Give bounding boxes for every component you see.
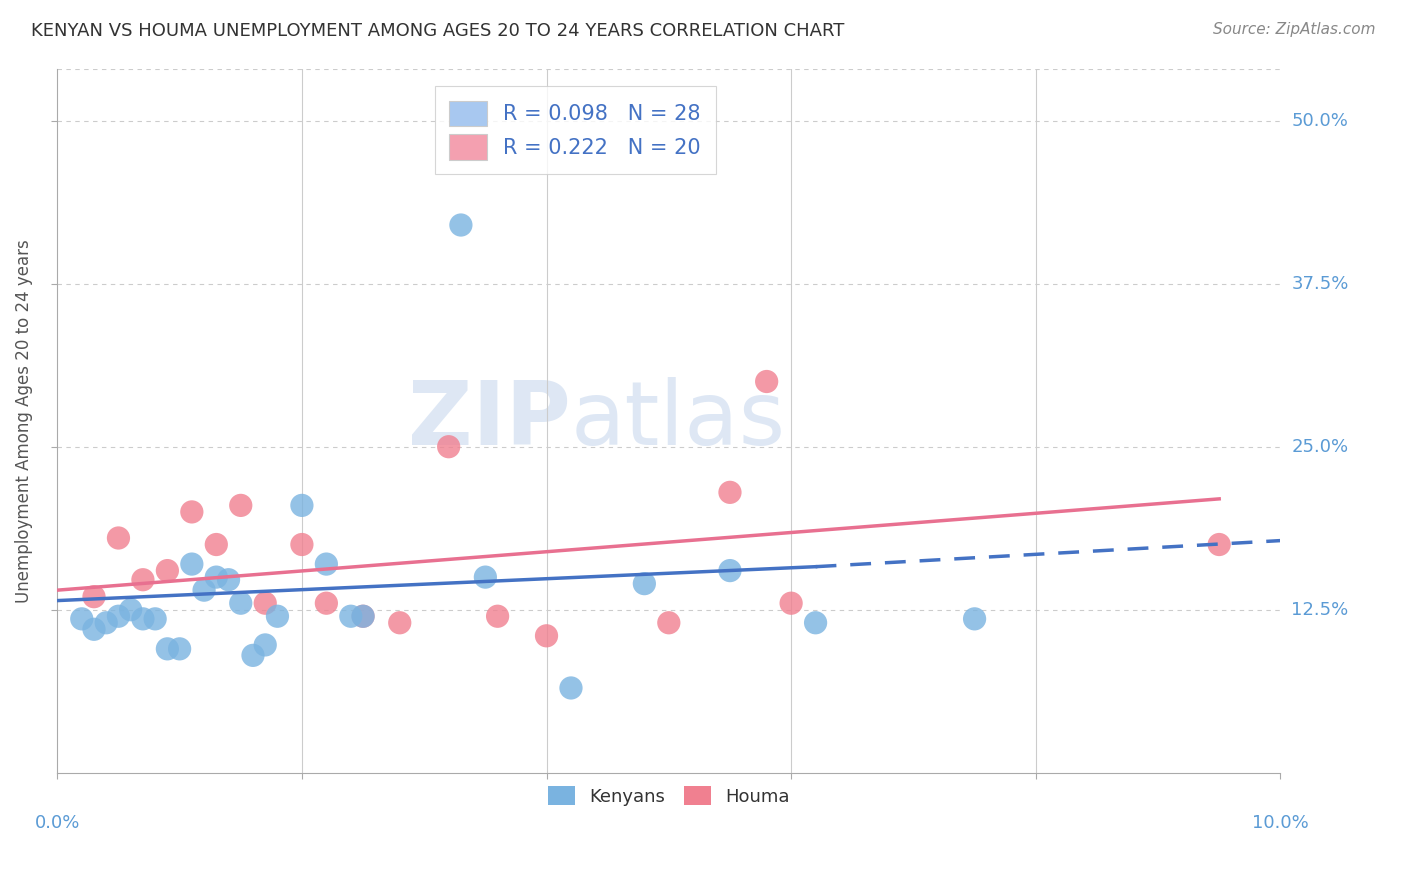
- Point: [536, 629, 558, 643]
- Text: 12.5%: 12.5%: [1292, 600, 1348, 619]
- Point: [266, 609, 288, 624]
- Point: [315, 596, 337, 610]
- Point: [658, 615, 681, 630]
- Point: [780, 596, 803, 610]
- Point: [143, 612, 166, 626]
- Point: [315, 557, 337, 571]
- Point: [83, 590, 105, 604]
- Legend: Kenyans, Houma: Kenyans, Houma: [541, 780, 797, 813]
- Point: [450, 218, 472, 232]
- Point: [107, 609, 129, 624]
- Y-axis label: Unemployment Among Ages 20 to 24 years: Unemployment Among Ages 20 to 24 years: [15, 239, 32, 602]
- Point: [132, 573, 155, 587]
- Text: Source: ZipAtlas.com: Source: ZipAtlas.com: [1212, 22, 1375, 37]
- Point: [718, 485, 741, 500]
- Point: [633, 576, 655, 591]
- Point: [83, 622, 105, 636]
- Point: [755, 375, 778, 389]
- Point: [193, 583, 215, 598]
- Point: [963, 612, 986, 626]
- Point: [205, 537, 228, 551]
- Point: [156, 564, 179, 578]
- Point: [205, 570, 228, 584]
- Point: [169, 641, 191, 656]
- Point: [70, 612, 93, 626]
- Point: [1208, 537, 1230, 551]
- Text: 25.0%: 25.0%: [1292, 438, 1348, 456]
- Point: [437, 440, 460, 454]
- Point: [486, 609, 509, 624]
- Text: 50.0%: 50.0%: [1292, 112, 1348, 129]
- Text: KENYAN VS HOUMA UNEMPLOYMENT AMONG AGES 20 TO 24 YEARS CORRELATION CHART: KENYAN VS HOUMA UNEMPLOYMENT AMONG AGES …: [31, 22, 845, 40]
- Point: [340, 609, 363, 624]
- Text: ZIP: ZIP: [408, 377, 571, 464]
- Point: [180, 505, 202, 519]
- Point: [229, 596, 252, 610]
- Point: [291, 499, 314, 513]
- Text: 37.5%: 37.5%: [1292, 275, 1348, 293]
- Point: [229, 499, 252, 513]
- Point: [96, 615, 118, 630]
- Text: 0.0%: 0.0%: [35, 814, 80, 832]
- Point: [156, 641, 179, 656]
- Point: [388, 615, 411, 630]
- Point: [352, 609, 374, 624]
- Point: [718, 564, 741, 578]
- Point: [218, 573, 240, 587]
- Point: [352, 609, 374, 624]
- Point: [254, 596, 277, 610]
- Point: [254, 638, 277, 652]
- Point: [132, 612, 155, 626]
- Text: atlas: atlas: [571, 377, 786, 464]
- Point: [291, 537, 314, 551]
- Point: [560, 681, 582, 695]
- Point: [804, 615, 827, 630]
- Point: [120, 603, 142, 617]
- Point: [107, 531, 129, 545]
- Point: [180, 557, 202, 571]
- Point: [474, 570, 496, 584]
- Text: 10.0%: 10.0%: [1251, 814, 1309, 832]
- Point: [242, 648, 264, 663]
